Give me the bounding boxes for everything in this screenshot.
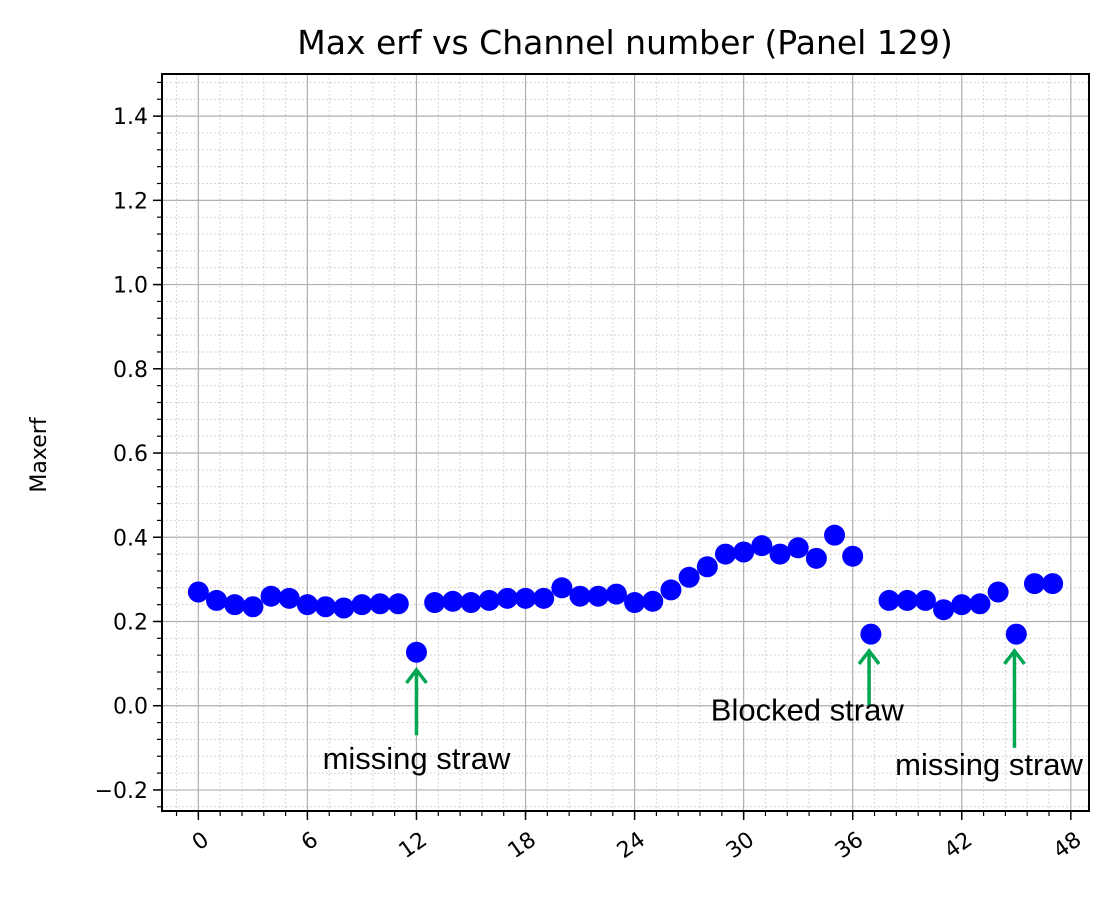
x-tick-label: 6 <box>297 827 323 856</box>
x-tick-label: 30 <box>722 827 759 864</box>
data-point <box>933 599 955 621</box>
data-point <box>660 579 682 601</box>
data-point <box>551 577 573 599</box>
data-point <box>260 585 282 607</box>
annotations: missing straw Blocked straw missing straw <box>323 648 1084 782</box>
data-point <box>1042 573 1064 595</box>
x-tick-label: 24 <box>613 827 650 864</box>
data-point <box>224 594 246 616</box>
data-point <box>496 587 518 609</box>
annotation-label: Blocked straw <box>711 692 905 727</box>
x-tick-label: 48 <box>1049 827 1086 864</box>
data-point <box>733 541 755 563</box>
y-tick-label: 0.2 <box>113 610 148 635</box>
data-point <box>914 589 936 611</box>
data-point <box>824 524 846 546</box>
data-point <box>987 581 1009 603</box>
annotation-label: missing straw <box>323 741 511 776</box>
data-point <box>242 596 264 618</box>
chart-title: Max erf vs Channel number (Panel 129) <box>297 23 952 62</box>
data-point <box>605 583 627 605</box>
data-point <box>951 594 973 616</box>
data-point <box>515 587 537 609</box>
annotation-arrowhead <box>1003 648 1026 666</box>
x-tick-label: 42 <box>940 827 977 864</box>
data-point <box>278 587 300 609</box>
data-point <box>351 594 373 616</box>
data-point <box>878 589 900 611</box>
annotation-label: missing straw <box>895 747 1083 782</box>
data-point <box>1005 623 1027 645</box>
annotation-arrowhead <box>857 648 881 666</box>
data-point <box>478 589 500 611</box>
annotation-arrowhead <box>405 667 428 684</box>
data-point <box>387 593 409 615</box>
x-tick-label: 0 <box>188 827 214 856</box>
data-point <box>624 592 646 614</box>
y-tick-label: 1.4 <box>113 105 148 130</box>
data-point <box>587 585 609 607</box>
x-tick-label: 12 <box>395 827 432 864</box>
data-point <box>769 543 791 565</box>
data-point <box>751 535 773 557</box>
data-point <box>405 641 427 663</box>
data-point <box>678 566 700 588</box>
y-tick-label: 0.6 <box>113 442 148 467</box>
minor-grid <box>162 74 1089 811</box>
plot-frame <box>161 73 1090 812</box>
data-point <box>714 543 736 565</box>
data-point <box>315 596 337 618</box>
data-point <box>424 592 446 614</box>
x-tick-label: 18 <box>504 827 541 864</box>
data-point <box>896 589 918 611</box>
y-tick-label: −0.2 <box>95 779 148 804</box>
data-point <box>442 590 464 612</box>
data-point <box>206 589 228 611</box>
data-point <box>296 594 318 616</box>
data-points <box>187 524 1064 663</box>
y-tick-label: 1.2 <box>113 189 148 214</box>
data-point <box>533 587 555 609</box>
data-point <box>860 623 882 645</box>
x-tick-label: 36 <box>831 827 868 864</box>
data-point <box>696 556 718 578</box>
data-point <box>569 585 591 607</box>
data-point <box>805 547 827 569</box>
data-point <box>333 597 355 619</box>
y-tick-label: 0.0 <box>113 695 148 720</box>
data-point <box>642 590 664 612</box>
y-tick-label: 0.8 <box>113 358 148 383</box>
major-grid <box>162 74 1089 811</box>
data-point <box>1023 573 1045 595</box>
y-tick-label: 1.0 <box>113 274 148 299</box>
data-point <box>460 592 482 614</box>
data-point <box>969 593 991 615</box>
data-point <box>187 581 209 603</box>
data-point <box>787 537 809 559</box>
data-point <box>842 545 864 567</box>
y-tick-label: 0.4 <box>113 526 148 551</box>
data-point <box>369 593 391 615</box>
y-axis-label: Maxerf <box>27 416 52 492</box>
